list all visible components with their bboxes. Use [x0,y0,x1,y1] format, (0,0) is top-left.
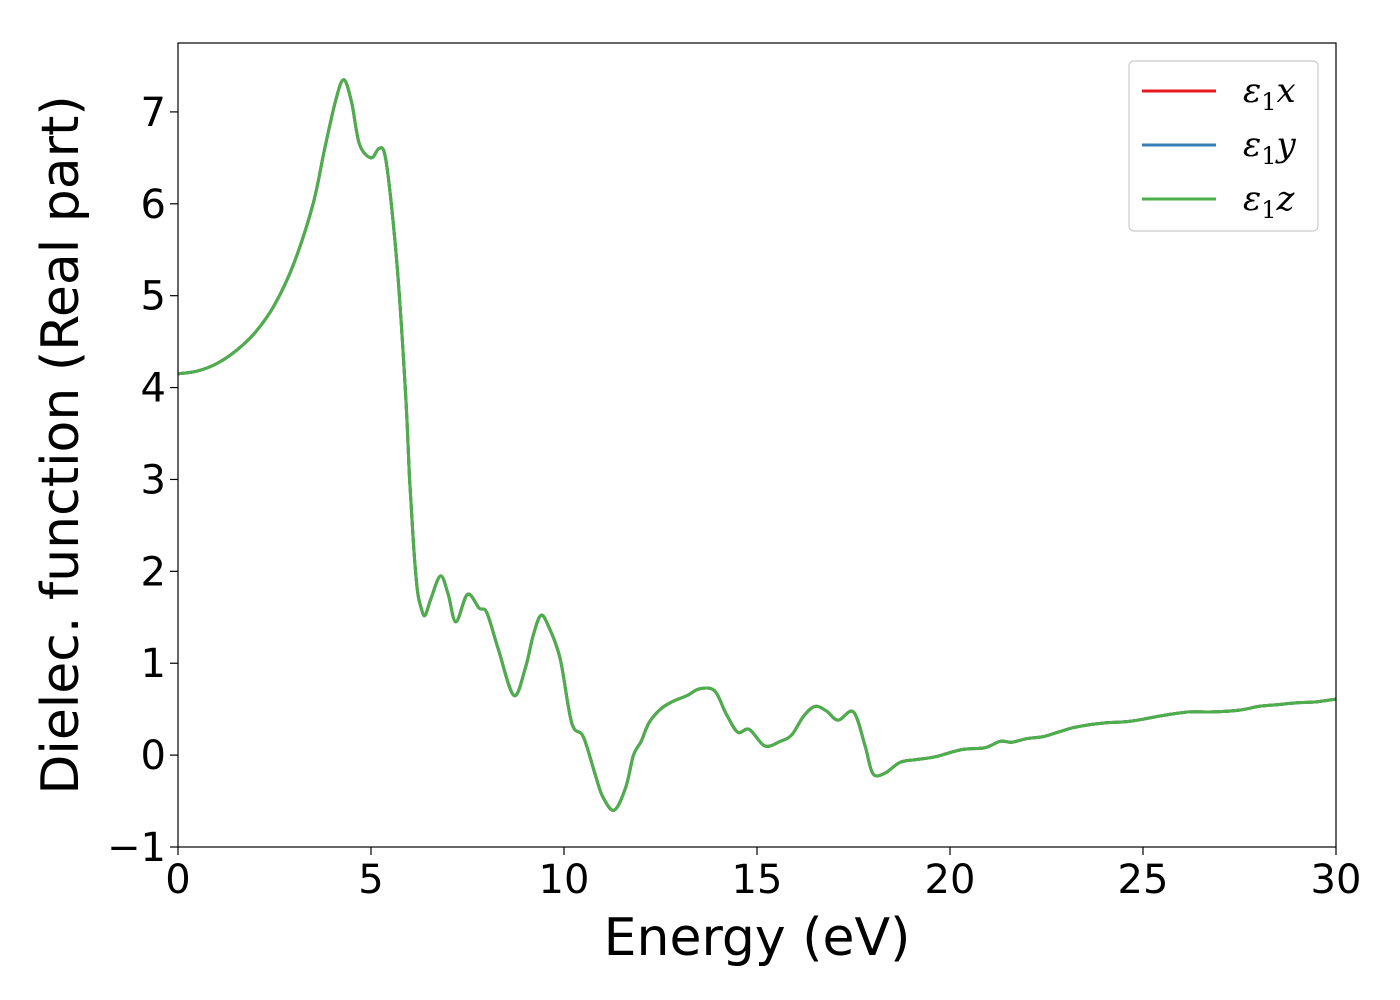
series-line-z [177,78,1337,812]
x-tick-label: 0 [165,857,190,903]
y-axis-title: Dielec. function (Real part) [31,95,91,794]
legend-box [1128,60,1319,232]
y-tick-label: 0 [141,733,166,779]
y-tick-label: 3 [141,457,166,503]
x-axis-ticks: 0 5 10 15 20 25 30 [165,847,1361,903]
plot-area [177,78,1337,812]
legend-label-y: ε1y [1243,125,1297,170]
y-tick-label: −1 [107,825,166,871]
x-tick-label: 10 [539,857,590,903]
x-tick-label: 30 [1311,857,1362,903]
y-tick-label: 6 [141,182,166,228]
legend-label-x: ε1x [1243,71,1296,116]
y-tick-label: 7 [141,90,166,136]
x-axis-title: Energy (eV) [604,908,911,968]
y-axis-ticks: −1 0 1 2 3 4 5 6 7 [107,90,178,871]
x-tick-label: 5 [358,857,383,903]
legend: ε1x ε1y ε1z [1128,60,1319,232]
x-tick-label: 20 [925,857,976,903]
y-tick-label: 1 [141,641,166,687]
y-tick-label: 4 [141,366,166,412]
y-tick-label: 5 [141,274,166,320]
y-tick-label: 2 [141,549,166,595]
legend-label-z: ε1z [1243,179,1296,224]
x-tick-label: 15 [732,857,783,903]
x-tick-label: 25 [1118,857,1169,903]
